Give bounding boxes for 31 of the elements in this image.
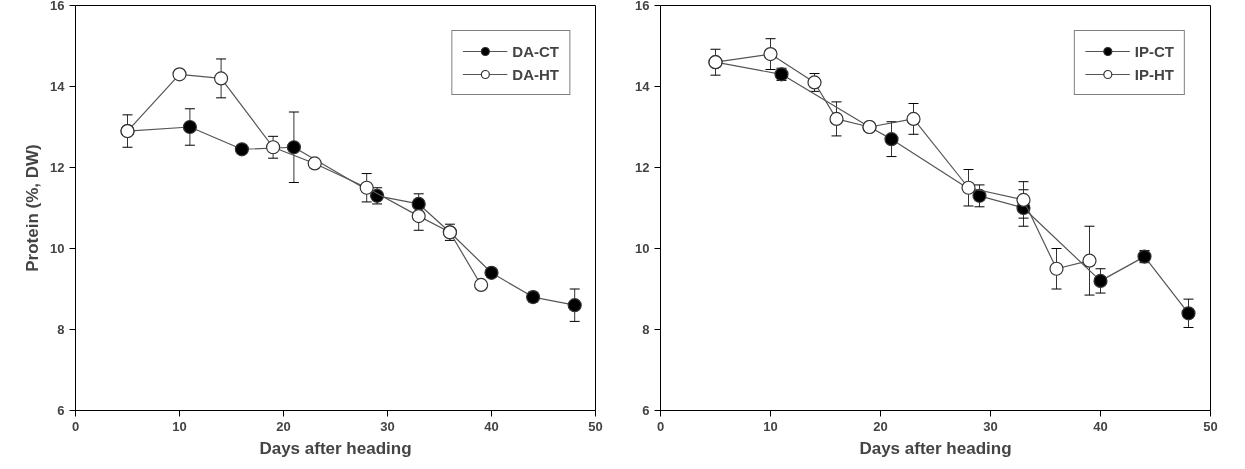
y-tick-label: 8 (57, 322, 65, 337)
legend-label: DA-CT (512, 42, 559, 60)
y-tick-label: 12 (635, 160, 650, 175)
x-tick-label: 10 (763, 418, 778, 434)
y-axis-title: Protein (%, DW) (23, 144, 43, 272)
legend-label: IP-HT (1134, 65, 1174, 83)
x-tick-label: 10 (172, 418, 187, 434)
legend-label: IP-CT (1134, 42, 1174, 60)
x-tick-label: 0 (71, 418, 80, 434)
y-tick-label: 16 (50, 0, 65, 13)
y-tick-label: 16 (635, 0, 650, 13)
x-tick-label: 40 (484, 418, 499, 434)
x-tick-label: 30 (983, 418, 998, 434)
x-tick-label: 20 (873, 418, 888, 434)
x-tick-label: 20 (276, 418, 291, 434)
x-tick-label: 0 (656, 418, 665, 434)
y-tick-label: 14 (635, 79, 651, 94)
x-axis-title: Days after heading (859, 438, 1012, 458)
y-tick-label: 10 (50, 241, 65, 256)
x-axis-title: Days after heading (259, 438, 412, 458)
y-tick-label: 8 (642, 322, 650, 337)
y-tick-label: 10 (635, 241, 650, 256)
y-tick-label: 14 (50, 79, 66, 94)
x-tick-label: 50 (1203, 418, 1218, 434)
legend-label: DA-HT (512, 65, 559, 83)
x-tick-label: 30 (380, 418, 395, 434)
y-tick-label: 6 (642, 403, 650, 418)
y-tick-label: 6 (57, 403, 65, 418)
x-tick-label: 40 (1093, 418, 1108, 434)
x-tick-label: 50 (588, 418, 603, 434)
y-tick-label: 12 (50, 160, 65, 175)
